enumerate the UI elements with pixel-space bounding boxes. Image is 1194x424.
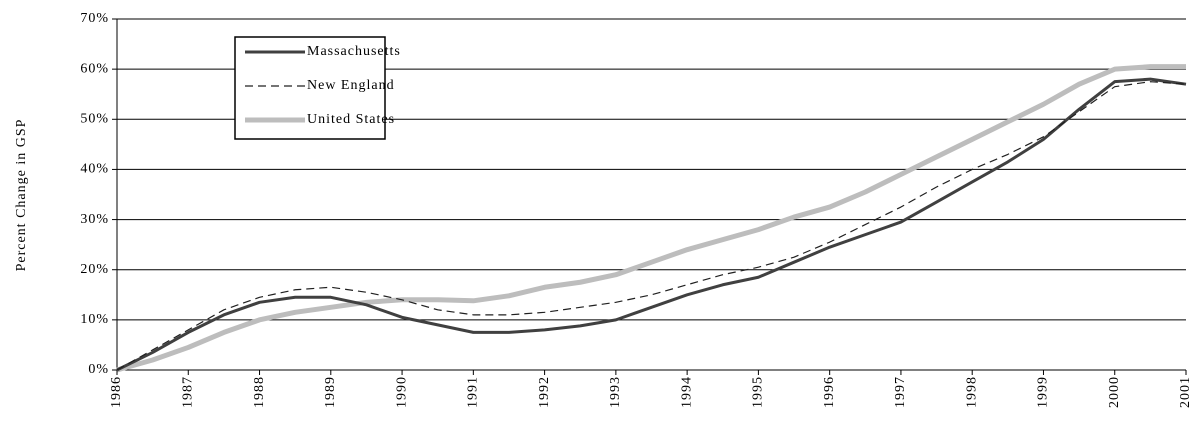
x-tick-label: 1992 [537, 376, 552, 408]
y-tick-label: 20% [80, 262, 109, 277]
line [116, 81, 1187, 371]
y-tick-label: 60% [80, 61, 109, 76]
y-tick-label: 0% [88, 362, 109, 377]
x-tick-label: 1989 [323, 376, 338, 408]
x-tick-label: 1991 [466, 376, 481, 408]
x-tick-label: 1986 [109, 376, 124, 408]
x-tick-label: 1996 [822, 376, 837, 408]
y-tick-label: 10% [80, 312, 109, 327]
y-tick-label: 50% [80, 112, 109, 127]
x-tick-label: 1995 [751, 376, 766, 408]
x-tick-label: 1987 [180, 376, 195, 408]
line [116, 77, 1187, 372]
x-tick-label: 1993 [608, 376, 623, 408]
x-tick-label: 1988 [252, 376, 267, 408]
x-tick-label: 1998 [964, 376, 979, 408]
legend-label: New England [307, 78, 395, 93]
legend-label: United States [307, 112, 395, 127]
x-tick-label: 1990 [394, 376, 409, 408]
legend: Massachusetts New England United States [234, 36, 401, 140]
x-tick-label: 2001 [1178, 376, 1193, 408]
y-axis-label: Percent Change in GSP [14, 119, 29, 272]
legend-label: Massachusetts [307, 44, 401, 59]
y-tick-label: 40% [80, 162, 109, 177]
y-tick-label: 30% [80, 212, 109, 227]
x-tick-label: 1994 [679, 376, 694, 408]
line [116, 64, 1186, 373]
x-tick-label: 1999 [1036, 376, 1051, 408]
x-tick-label: 1997 [893, 376, 908, 408]
x-tick-label: 2000 [1107, 376, 1122, 408]
y-tick-label: 70% [80, 11, 109, 26]
